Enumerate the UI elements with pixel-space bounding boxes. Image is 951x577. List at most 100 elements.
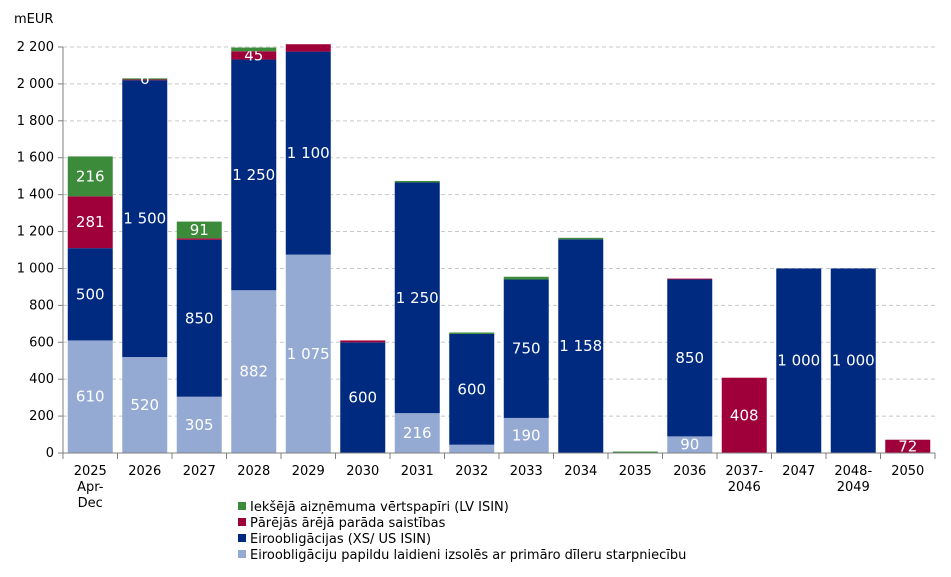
x-tick-label: 2046 [728, 480, 761, 495]
x-tick-label: 2031 [401, 464, 434, 479]
bar-segment [176, 238, 222, 240]
legend-label: Eiroobligācijas (XS/ US ISIN) [250, 532, 431, 547]
bar-segment [667, 278, 713, 280]
legend-label: Iekšējā aizņēmuma vērtspapīri (LV ISIN) [250, 500, 509, 515]
data-label: 408 [730, 406, 759, 424]
bar-segment [503, 417, 549, 453]
x-tick-label: Apr- [77, 480, 104, 495]
bar-segment [394, 413, 440, 453]
bar-segment [558, 239, 604, 453]
data-label: 600 [348, 389, 377, 407]
data-label: 281 [76, 213, 105, 231]
data-label: 1 158 [559, 337, 602, 355]
x-tick-label: 2033 [510, 464, 543, 479]
data-label: 6 [140, 70, 150, 88]
x-tick-label: 2034 [564, 464, 597, 479]
bar-segment [67, 196, 113, 249]
bar-segment [231, 47, 277, 52]
bar-segment [340, 342, 386, 453]
x-tick-label: 2027 [183, 464, 216, 479]
x-tick-label: 2032 [455, 464, 488, 479]
data-label: 1 500 [123, 210, 166, 228]
y-tick-label: 0 [46, 446, 54, 461]
legend-label: Eiroobligāciju papildu laidieni izsolēs … [250, 548, 686, 563]
data-label: 500 [76, 285, 105, 303]
bar-segment [176, 396, 222, 453]
data-label: 600 [457, 380, 486, 398]
y-tick-label: 400 [29, 372, 54, 387]
data-label: 1 000 [832, 352, 875, 370]
bar-segment [449, 332, 495, 334]
legend-label: Pārējās ārējā parāda saistības [250, 516, 446, 531]
bar-segment [830, 268, 876, 453]
legend-swatch [238, 502, 246, 510]
y-tick-label: 1 600 [17, 151, 54, 166]
y-tick-label: 200 [29, 409, 54, 424]
bar-segment [340, 340, 386, 343]
x-tick-label: 2035 [619, 464, 652, 479]
bar-segment [122, 80, 168, 358]
data-label: 1 250 [232, 166, 275, 184]
data-label: 750 [512, 340, 541, 358]
bar-segment [449, 333, 495, 445]
legend-swatch [238, 518, 246, 526]
data-label: 72 [898, 437, 917, 455]
x-tick-label: 2047 [782, 464, 815, 479]
bar-segment [122, 357, 168, 453]
bar-segment [612, 451, 658, 453]
bar-segment [667, 436, 713, 453]
bar-segment [231, 290, 277, 453]
x-tick-label: 2036 [673, 464, 706, 479]
legend-swatch [238, 534, 246, 542]
data-label: 610 [76, 388, 105, 406]
data-label: 91 [190, 221, 209, 239]
legend-swatch [238, 550, 246, 558]
bar-segment [122, 79, 168, 81]
x-tick-label: 2025 [74, 464, 107, 479]
data-label: 216 [76, 167, 105, 185]
x-tick-label: 2048- [834, 464, 872, 479]
bar-segment [776, 268, 822, 453]
x-tick-label: 2030 [346, 464, 379, 479]
bar-segment [176, 239, 222, 397]
data-label: 90 [680, 436, 699, 454]
bar-segment [67, 340, 113, 453]
y-tick-label: 2 000 [17, 77, 54, 92]
data-label: 850 [675, 349, 704, 367]
gridlines [63, 46, 935, 417]
x-tick-label: 2029 [292, 464, 325, 479]
bar-segment [667, 279, 713, 437]
bar-segment [67, 248, 113, 341]
x-tick-label: 2037- [725, 464, 763, 479]
unit-label: mEUR [14, 12, 53, 27]
x-tick-label: 2026 [128, 464, 161, 479]
data-label: 190 [512, 426, 541, 444]
bar-segment [885, 439, 931, 453]
data-label: 1 100 [287, 144, 330, 162]
bar-segment [503, 279, 549, 418]
data-label: 1 000 [777, 352, 820, 370]
y-tick-label: 1 200 [17, 225, 54, 240]
bar-segment [231, 59, 277, 291]
bar-segment [67, 156, 113, 197]
y-axis: 0 200 400 600 800 1 000 1 200 1 400 1 600 1 800 2 … [17, 40, 64, 461]
data-label: 850 [185, 309, 214, 327]
data-label: 305 [185, 416, 214, 434]
x-tick-label: 2028 [237, 464, 270, 479]
bar-segment [285, 254, 331, 453]
bar-segment [285, 51, 331, 255]
x-tick-label: Dec [78, 496, 103, 511]
bar-segment [558, 237, 604, 240]
bar-segment [231, 51, 277, 60]
bar-segment [176, 221, 222, 239]
y-tick-label: 600 [29, 335, 54, 350]
y-tick-label: 1 800 [17, 114, 54, 129]
data-label: 520 [130, 396, 159, 414]
data-label: 216 [403, 424, 432, 442]
bar-segment [721, 377, 767, 453]
y-tick-label: 1 400 [17, 188, 54, 203]
bar-segment [394, 180, 440, 183]
